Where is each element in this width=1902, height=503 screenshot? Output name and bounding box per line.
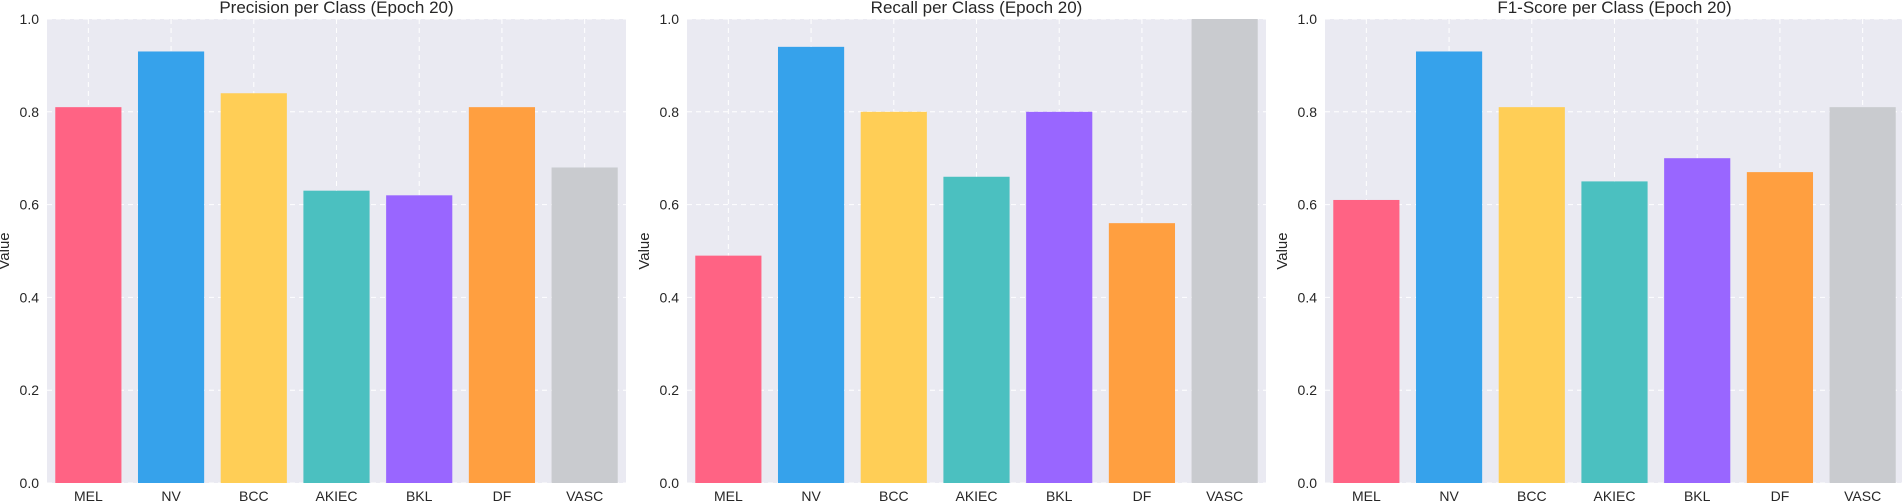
precision-bar-nv: [137, 51, 205, 483]
f1-bar-akiec: [1581, 181, 1648, 483]
precision-bar-df: [468, 107, 536, 483]
recall-y-tick-label: 0.2: [660, 382, 680, 398]
f1-bar-vasc: [1829, 107, 1896, 483]
precision-y-tick-label: 0.6: [20, 197, 40, 213]
precision-x-tick-label: BKL: [406, 488, 433, 503]
recall-bar-df: [1108, 223, 1176, 483]
f1-bar-mel: [1333, 199, 1400, 483]
recall-y-tick-label: 0.8: [660, 104, 680, 120]
precision-x-tick-label: VASC: [566, 488, 603, 503]
precision-y-tick-label: 0.8: [20, 104, 40, 120]
f1-y-tick-label: 0.8: [1298, 104, 1318, 120]
recall-chart: 0.0 0.2 0.4 0.6 0.8 1.0 MEL NV BCC AKIEC BKL DF VASC…: [636, 0, 1266, 503]
precision-y-tick-label: 1.0: [20, 11, 40, 27]
recall-y-tick-label: 0.4: [660, 289, 680, 305]
recall-x-tick-label: BKL: [1046, 488, 1073, 503]
f1-x-tick-label: BCC: [1517, 488, 1547, 503]
f1-y-tick-label: 1.0: [1298, 11, 1318, 27]
recall-y-tick-label: 1.0: [660, 11, 680, 27]
recall-x-tick-label: DF: [1133, 488, 1152, 503]
recall-x-tick-label: AKIEC: [955, 488, 997, 503]
precision-y-tick-label: 0.0: [20, 475, 40, 491]
recall-bar-vasc: [1191, 19, 1258, 483]
recall-x-tick-label: MEL: [714, 488, 743, 503]
recall-bar-bcc: [860, 111, 927, 484]
precision-bar-bcc: [220, 93, 287, 484]
precision-x-tick-label: AKIEC: [315, 488, 357, 503]
precision-x-tick-label: DF: [493, 488, 512, 503]
precision-chart-title: Precision per Class (Epoch 20): [219, 0, 453, 17]
f1-bar-df: [1746, 172, 1814, 483]
precision-bar-bkl: [386, 195, 453, 483]
recall-x-tick-label: NV: [801, 488, 821, 503]
precision-x-tick-label: NV: [161, 488, 181, 503]
f1-y-tick-label: 0.2: [1298, 382, 1318, 398]
precision-x-tick-label: BCC: [239, 488, 269, 503]
recall-x-tick-label: VASC: [1206, 488, 1243, 503]
precision-chart: 0.0 0.2 0.4 0.6 0.8 1.0 MEL NV BCC AKIEC BKL DF VASC…: [0, 0, 626, 503]
f1-x-tick-label: VASC: [1844, 488, 1881, 503]
recall-bar-bkl: [1026, 111, 1093, 484]
f1-bar-nv: [1415, 51, 1483, 483]
precision-y-tick-label: 0.2: [20, 382, 40, 398]
f1-y-tick-label: 0.6: [1298, 197, 1318, 213]
precision-bar-mel: [55, 107, 122, 483]
recall-bar-nv: [777, 46, 845, 484]
f1-x-tick-label: DF: [1771, 488, 1790, 503]
recall-y-tick-label: 0.0: [660, 475, 680, 491]
f1-x-tick-label: AKIEC: [1593, 488, 1635, 503]
f1-y-tick-label: 0.0: [1298, 475, 1318, 491]
precision-x-tick-label: MEL: [74, 488, 103, 503]
f1-bar-bcc: [1498, 107, 1565, 483]
precision-y-tick-label: 0.4: [20, 289, 40, 305]
f1-x-tick-label: NV: [1439, 488, 1459, 503]
f1-x-tick-label: MEL: [1352, 488, 1381, 503]
precision-bar-vasc: [551, 167, 618, 484]
recall-bar-akiec: [943, 176, 1010, 483]
recall-chart-title: Recall per Class (Epoch 20): [871, 0, 1083, 17]
f1-x-tick-label: BKL: [1684, 488, 1711, 503]
precision-y-axis-label: Value: [0, 232, 13, 269]
recall-y-axis-label: Value: [636, 232, 653, 269]
recall-bar-mel: [695, 255, 762, 483]
recall-y-tick-label: 0.6: [660, 197, 680, 213]
f1-y-tick-label: 0.4: [1298, 289, 1318, 305]
f1-chart: 0.0 0.2 0.4 0.6 0.8 1.0 MEL NV BCC AKIEC BKL DF VASC…: [1274, 0, 1902, 503]
precision-bar-akiec: [303, 190, 370, 483]
f1-chart-title: F1-Score per Class (Epoch 20): [1497, 0, 1731, 17]
f1-y-axis-label: Value: [1274, 232, 1291, 269]
f1-bar-bkl: [1664, 158, 1731, 483]
recall-x-tick-label: BCC: [879, 488, 909, 503]
